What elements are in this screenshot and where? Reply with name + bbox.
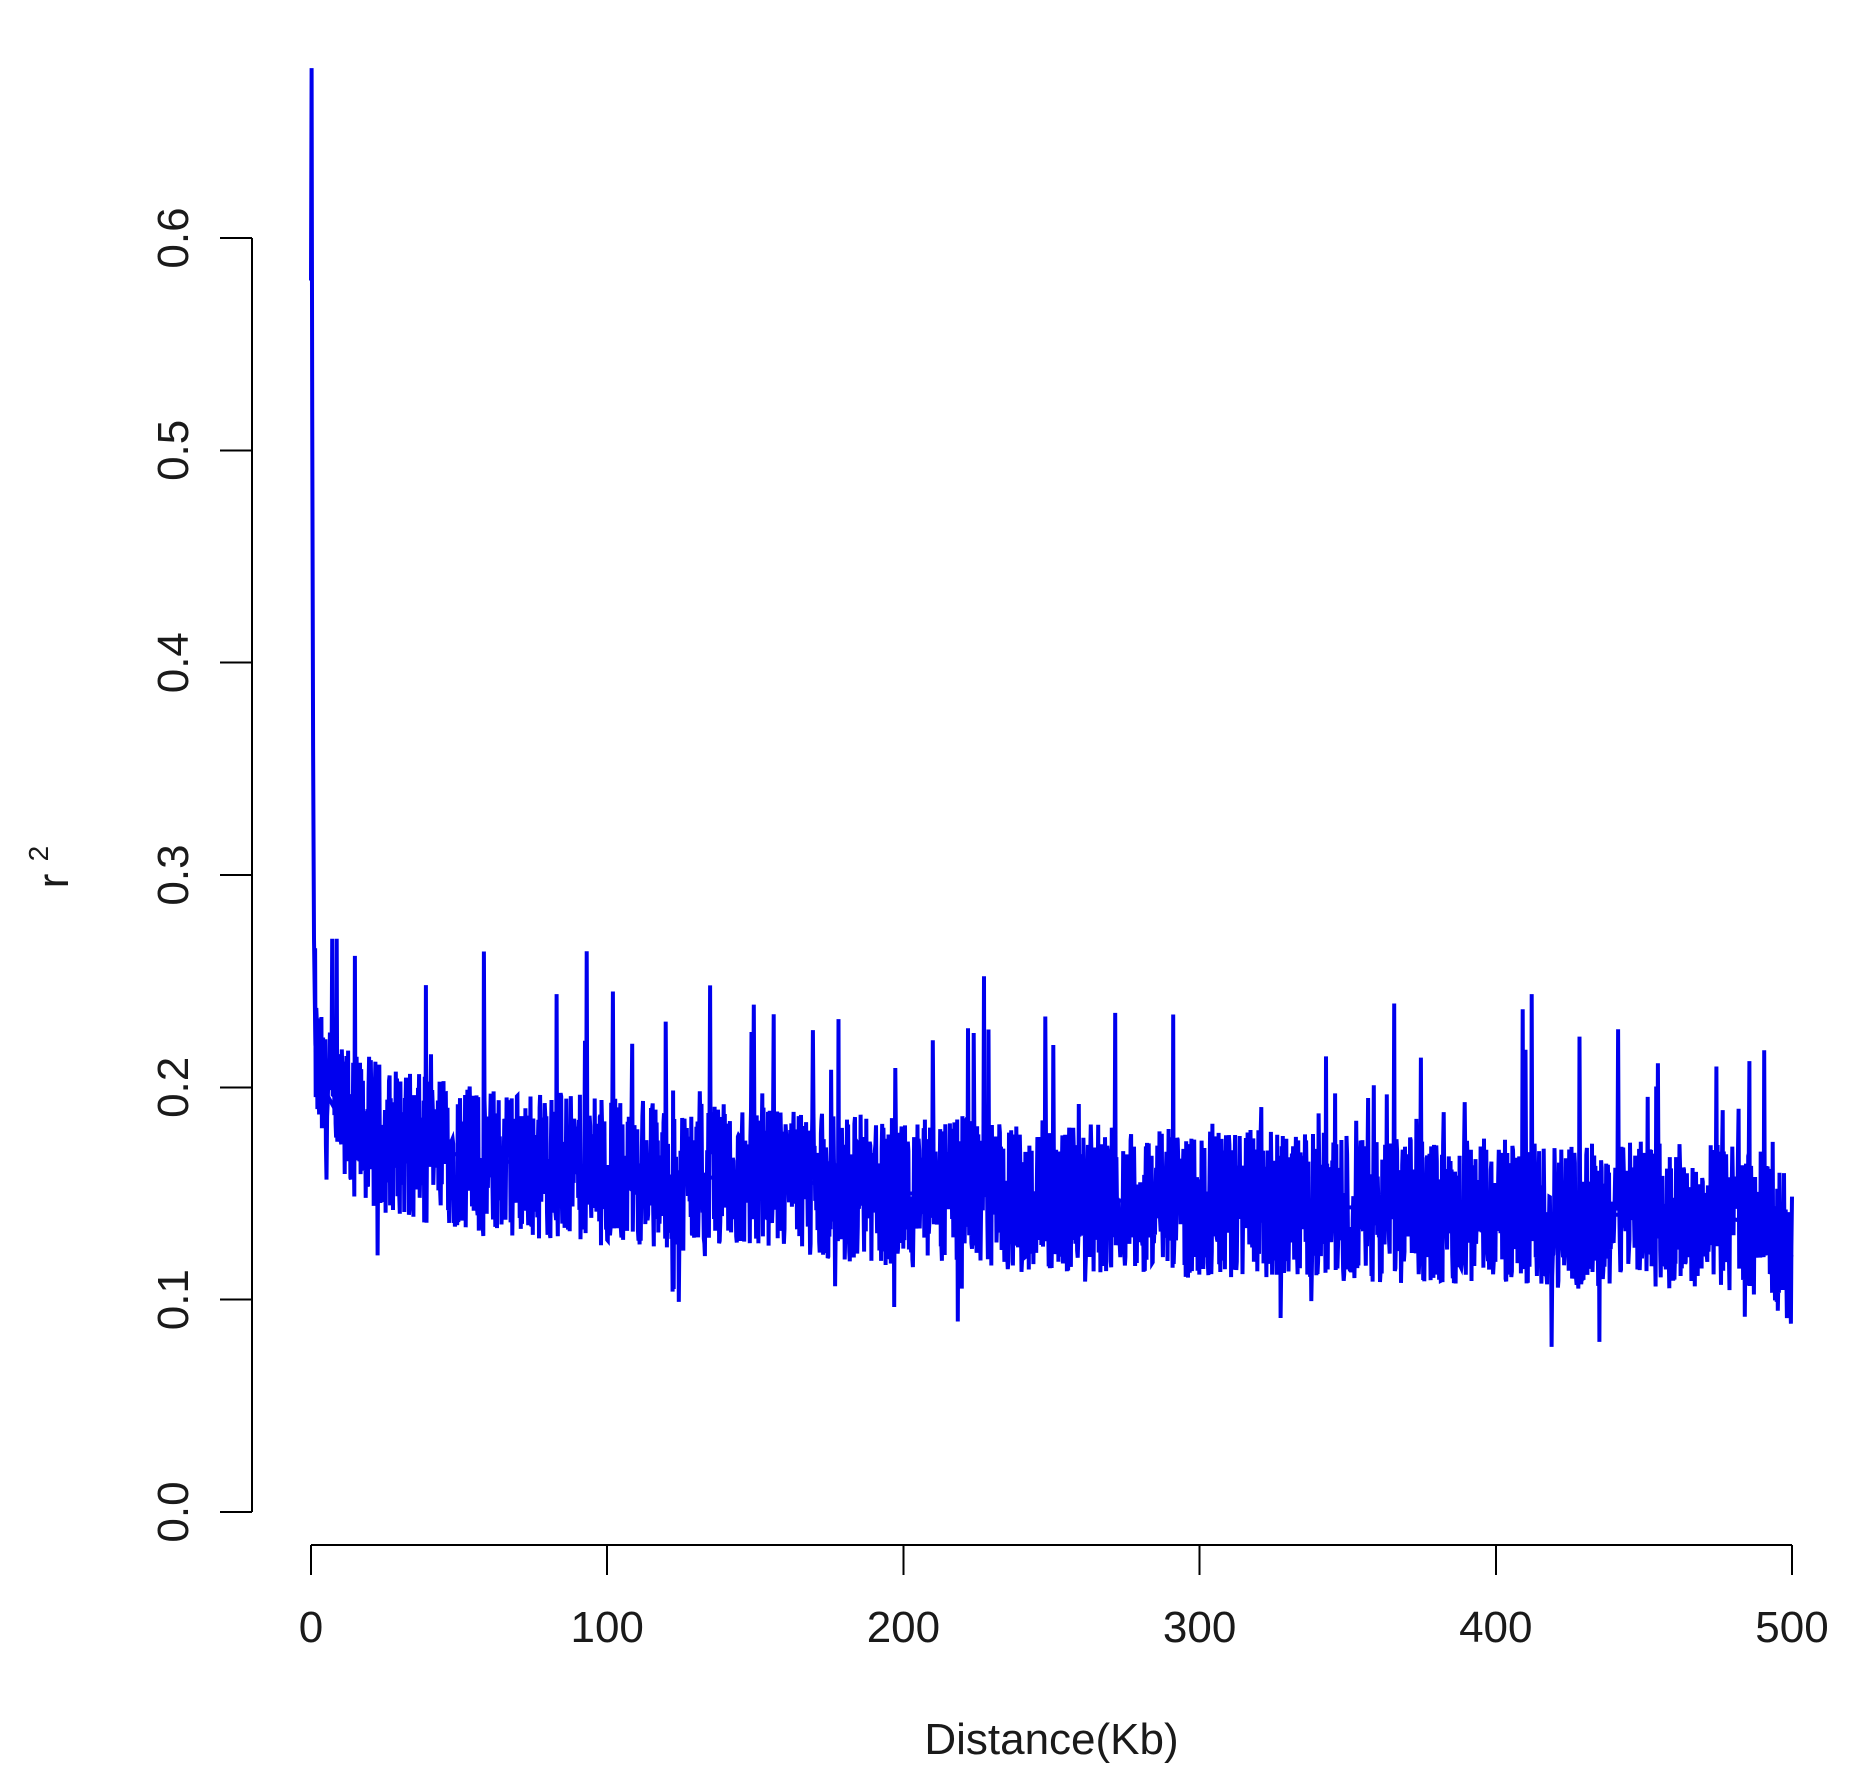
y-tick-label: 0.5 [149,420,198,481]
y-axis-title: r 2 [23,846,78,888]
y-axis-title-base: r [29,874,78,889]
x-axis: 0 100 200 300 400 500 [299,1544,1829,1652]
y-tick-label: 0.0 [149,1481,198,1542]
y-tick-label: 0.3 [149,844,198,905]
y-tick-label: 0.6 [149,207,198,268]
y-axis-title-superscript: 2 [23,846,54,862]
x-tick-label: 500 [1755,1603,1828,1652]
y-tick-label: 0.2 [149,1057,198,1118]
x-tick-label: 400 [1459,1603,1532,1652]
y-tick-label: 0.4 [149,632,198,693]
y-axis: 0.0 0.1 0.2 0.3 0.4 0.5 0.6 [149,207,253,1543]
x-axis-title: Distance(Kb) [924,1715,1178,1764]
x-tick-label: 100 [570,1603,643,1652]
x-tick-label: 300 [1163,1603,1236,1652]
series-line-r2-noise [312,938,1794,1347]
plot-area [309,68,1794,1347]
x-tick-label: 200 [867,1603,940,1652]
y-tick-label: 0.1 [149,1269,198,1330]
x-tick-label: 0 [299,1603,323,1652]
